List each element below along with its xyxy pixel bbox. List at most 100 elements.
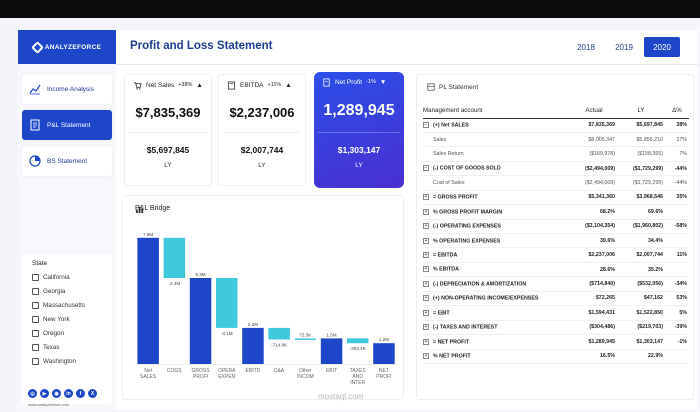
expand-icon[interactable]: + <box>423 324 429 331</box>
checkbox[interactable] <box>32 287 39 295</box>
col-header[interactable]: Actual <box>571 103 617 119</box>
tab-2018[interactable]: 2018 <box>577 42 595 52</box>
cell-actual: $72,265 <box>571 291 617 307</box>
sidebar-item-label: Income Analysis <box>47 85 94 93</box>
expand-icon[interactable]: + <box>423 295 429 302</box>
expand-icon[interactable]: + <box>423 338 429 345</box>
bar-value-label: -3.1M <box>221 331 233 336</box>
expand-icon[interactable]: + <box>423 208 429 215</box>
bridge-bar[interactable] <box>163 237 186 278</box>
sidebar-item-income-analysis[interactable]: Income Analysis <box>22 74 112 104</box>
tab-2020[interactable]: 2020 <box>644 37 680 57</box>
filter-item-texas[interactable]: Texas <box>32 340 102 354</box>
cell-actual: ($2,494,009) <box>571 161 617 177</box>
table-row[interactable]: − (+) Net SALES $7,835,369 $5,697,845 38% <box>423 118 689 133</box>
bridge-bar[interactable] <box>137 237 159 364</box>
bridge-bar[interactable] <box>216 278 238 328</box>
cell-delta <box>665 233 689 249</box>
table-row[interactable]: + = NET PROFIT $1,289,945 $1,303,147 -1% <box>423 334 689 350</box>
dashboard: ANALYZEFORCE Profit and Loss Statement 2… <box>18 30 698 410</box>
expand-icon[interactable]: + <box>423 309 429 316</box>
table-row[interactable]: + (-) OPERATING EXPENSES ($3,104,354) ($1,9… <box>423 219 689 235</box>
bridge-bar[interactable] <box>320 338 343 364</box>
logo: ANALYZEFORCE <box>18 30 116 64</box>
x-icon[interactable]: X <box>88 389 97 398</box>
checkbox[interactable] <box>32 315 39 323</box>
expand-icon[interactable]: + <box>423 223 429 230</box>
bridge-bar[interactable] <box>268 327 290 340</box>
filter-item-washington[interactable]: Washington <box>32 354 102 368</box>
expand-icon[interactable]: + <box>423 237 429 244</box>
x-tick-label: PROFI <box>376 374 391 380</box>
expand-icon[interactable]: + <box>423 353 429 360</box>
expand-icon[interactable]: + <box>423 266 429 273</box>
expand-icon[interactable]: + <box>423 251 429 258</box>
kpi-pct: +11% <box>267 82 282 88</box>
cell-delta: 5% <box>665 305 689 321</box>
linkedin-icon[interactable]: in <box>64 389 73 398</box>
checkbox[interactable] <box>32 273 39 281</box>
filter-label: Washington <box>43 357 77 365</box>
row-label-text: % NET PROFIT <box>433 353 471 360</box>
bar-value-label: 7.8M <box>143 232 153 237</box>
tab-2019[interactable]: 2019 <box>615 42 633 52</box>
youtube-icon[interactable]: ▶ <box>40 389 49 398</box>
row-label: + % OPERATING EXPENSES <box>423 233 571 249</box>
bridge-bar[interactable] <box>373 343 395 364</box>
checkbox[interactable] <box>32 343 39 351</box>
table-row[interactable]: − (-) COST OF GOODS SOLD ($2,494,009) ($1,7… <box>423 161 689 177</box>
kpi-label: EBITDA <box>240 81 264 89</box>
table-row[interactable]: + = GROSS PROFIT $5,341,360 $3,968,546 35% <box>423 190 689 206</box>
checkbox[interactable] <box>32 357 39 365</box>
cell-ly: ($1,729,299) <box>617 175 665 191</box>
table-row[interactable]: + % NET PROFIT 16.5% 22.9% <box>423 349 689 364</box>
globe-icon[interactable]: ◎ <box>28 389 37 398</box>
sidebar-item-pl-statement[interactable]: P&L Statement <box>22 110 112 140</box>
table-row[interactable]: + = EBITDA $2,237,006 $2,007,744 11% <box>423 247 689 263</box>
table-row[interactable]: + (-) TAXES AND INTEREST ($304,486) ($219,7… <box>423 320 689 336</box>
table-row[interactable]: + % GROSS PROFIT MARGIN 68.2% 69.6% <box>423 204 689 220</box>
facebook-icon[interactable]: f <box>76 389 85 398</box>
filter-item-california[interactable]: California <box>32 270 102 284</box>
expand-icon[interactable]: + <box>423 280 429 287</box>
bridge-bar[interactable] <box>242 327 264 364</box>
bridge-bar[interactable] <box>347 338 369 344</box>
kpi-divider <box>129 132 207 133</box>
table-row[interactable]: + (+) NON-OPERATING INCOME/EXPENSES $72,26… <box>423 291 689 307</box>
table-title-text: PL Statement <box>439 83 479 91</box>
collapse-icon[interactable]: − <box>423 122 429 129</box>
filter-item-oregon[interactable]: Oregon <box>32 326 102 340</box>
screen-frame: ANALYZEFORCE Profit and Loss Statement 2… <box>0 18 700 412</box>
cell-delta: 53% <box>665 291 689 307</box>
sidebar-item-bs-statement[interactable]: BS Statement <box>22 146 112 176</box>
cell-ly: ($532,056) <box>617 276 665 292</box>
filter-item-georgia[interactable]: Georgia <box>32 284 102 298</box>
instagram-icon[interactable]: ◉ <box>52 389 61 398</box>
checkbox[interactable] <box>32 301 39 309</box>
col-header[interactable]: Management account <box>423 103 571 119</box>
row-label: + = EBITDA <box>423 247 571 263</box>
filter-label: New York <box>43 315 70 323</box>
bridge-bar[interactable] <box>294 338 317 340</box>
table-row[interactable]: + % OPERATING EXPENSES 39.6% 34.4% <box>423 233 689 249</box>
cell-delta: -58% <box>665 219 689 235</box>
cell-actual: 68.2% <box>571 204 617 220</box>
filter-item-new-york[interactable]: New York <box>32 312 102 326</box>
cell-delta: -1% <box>665 334 689 350</box>
sidebar-item-label: BS Statement <box>47 157 88 165</box>
col-header[interactable]: Δ% <box>665 103 689 119</box>
bridge-bar[interactable] <box>189 278 212 364</box>
cell-delta: -39% <box>665 320 689 336</box>
table-row[interactable]: + % EBITDA 28.6% 35.2% <box>423 262 689 278</box>
website-link[interactable]: www.analyzeforce.com <box>28 402 69 407</box>
col-header[interactable]: LY <box>617 103 665 119</box>
collapse-icon[interactable]: − <box>423 165 429 172</box>
bar-value-label: 72.3K <box>299 332 312 337</box>
table-row[interactable]: + = EBIT $1,594,431 $1,522,850 5% <box>423 305 689 321</box>
filter-item-massachusetts[interactable]: Massachusetts <box>32 298 102 312</box>
row-label: + % EBITDA <box>423 262 571 278</box>
expand-icon[interactable]: + <box>423 194 429 201</box>
table-row[interactable]: + (-) DEPRECIATION & AMORTIZATION ($714,84… <box>423 276 689 292</box>
checkbox[interactable] <box>32 329 39 337</box>
cell-ly: 34.4% <box>617 233 665 249</box>
